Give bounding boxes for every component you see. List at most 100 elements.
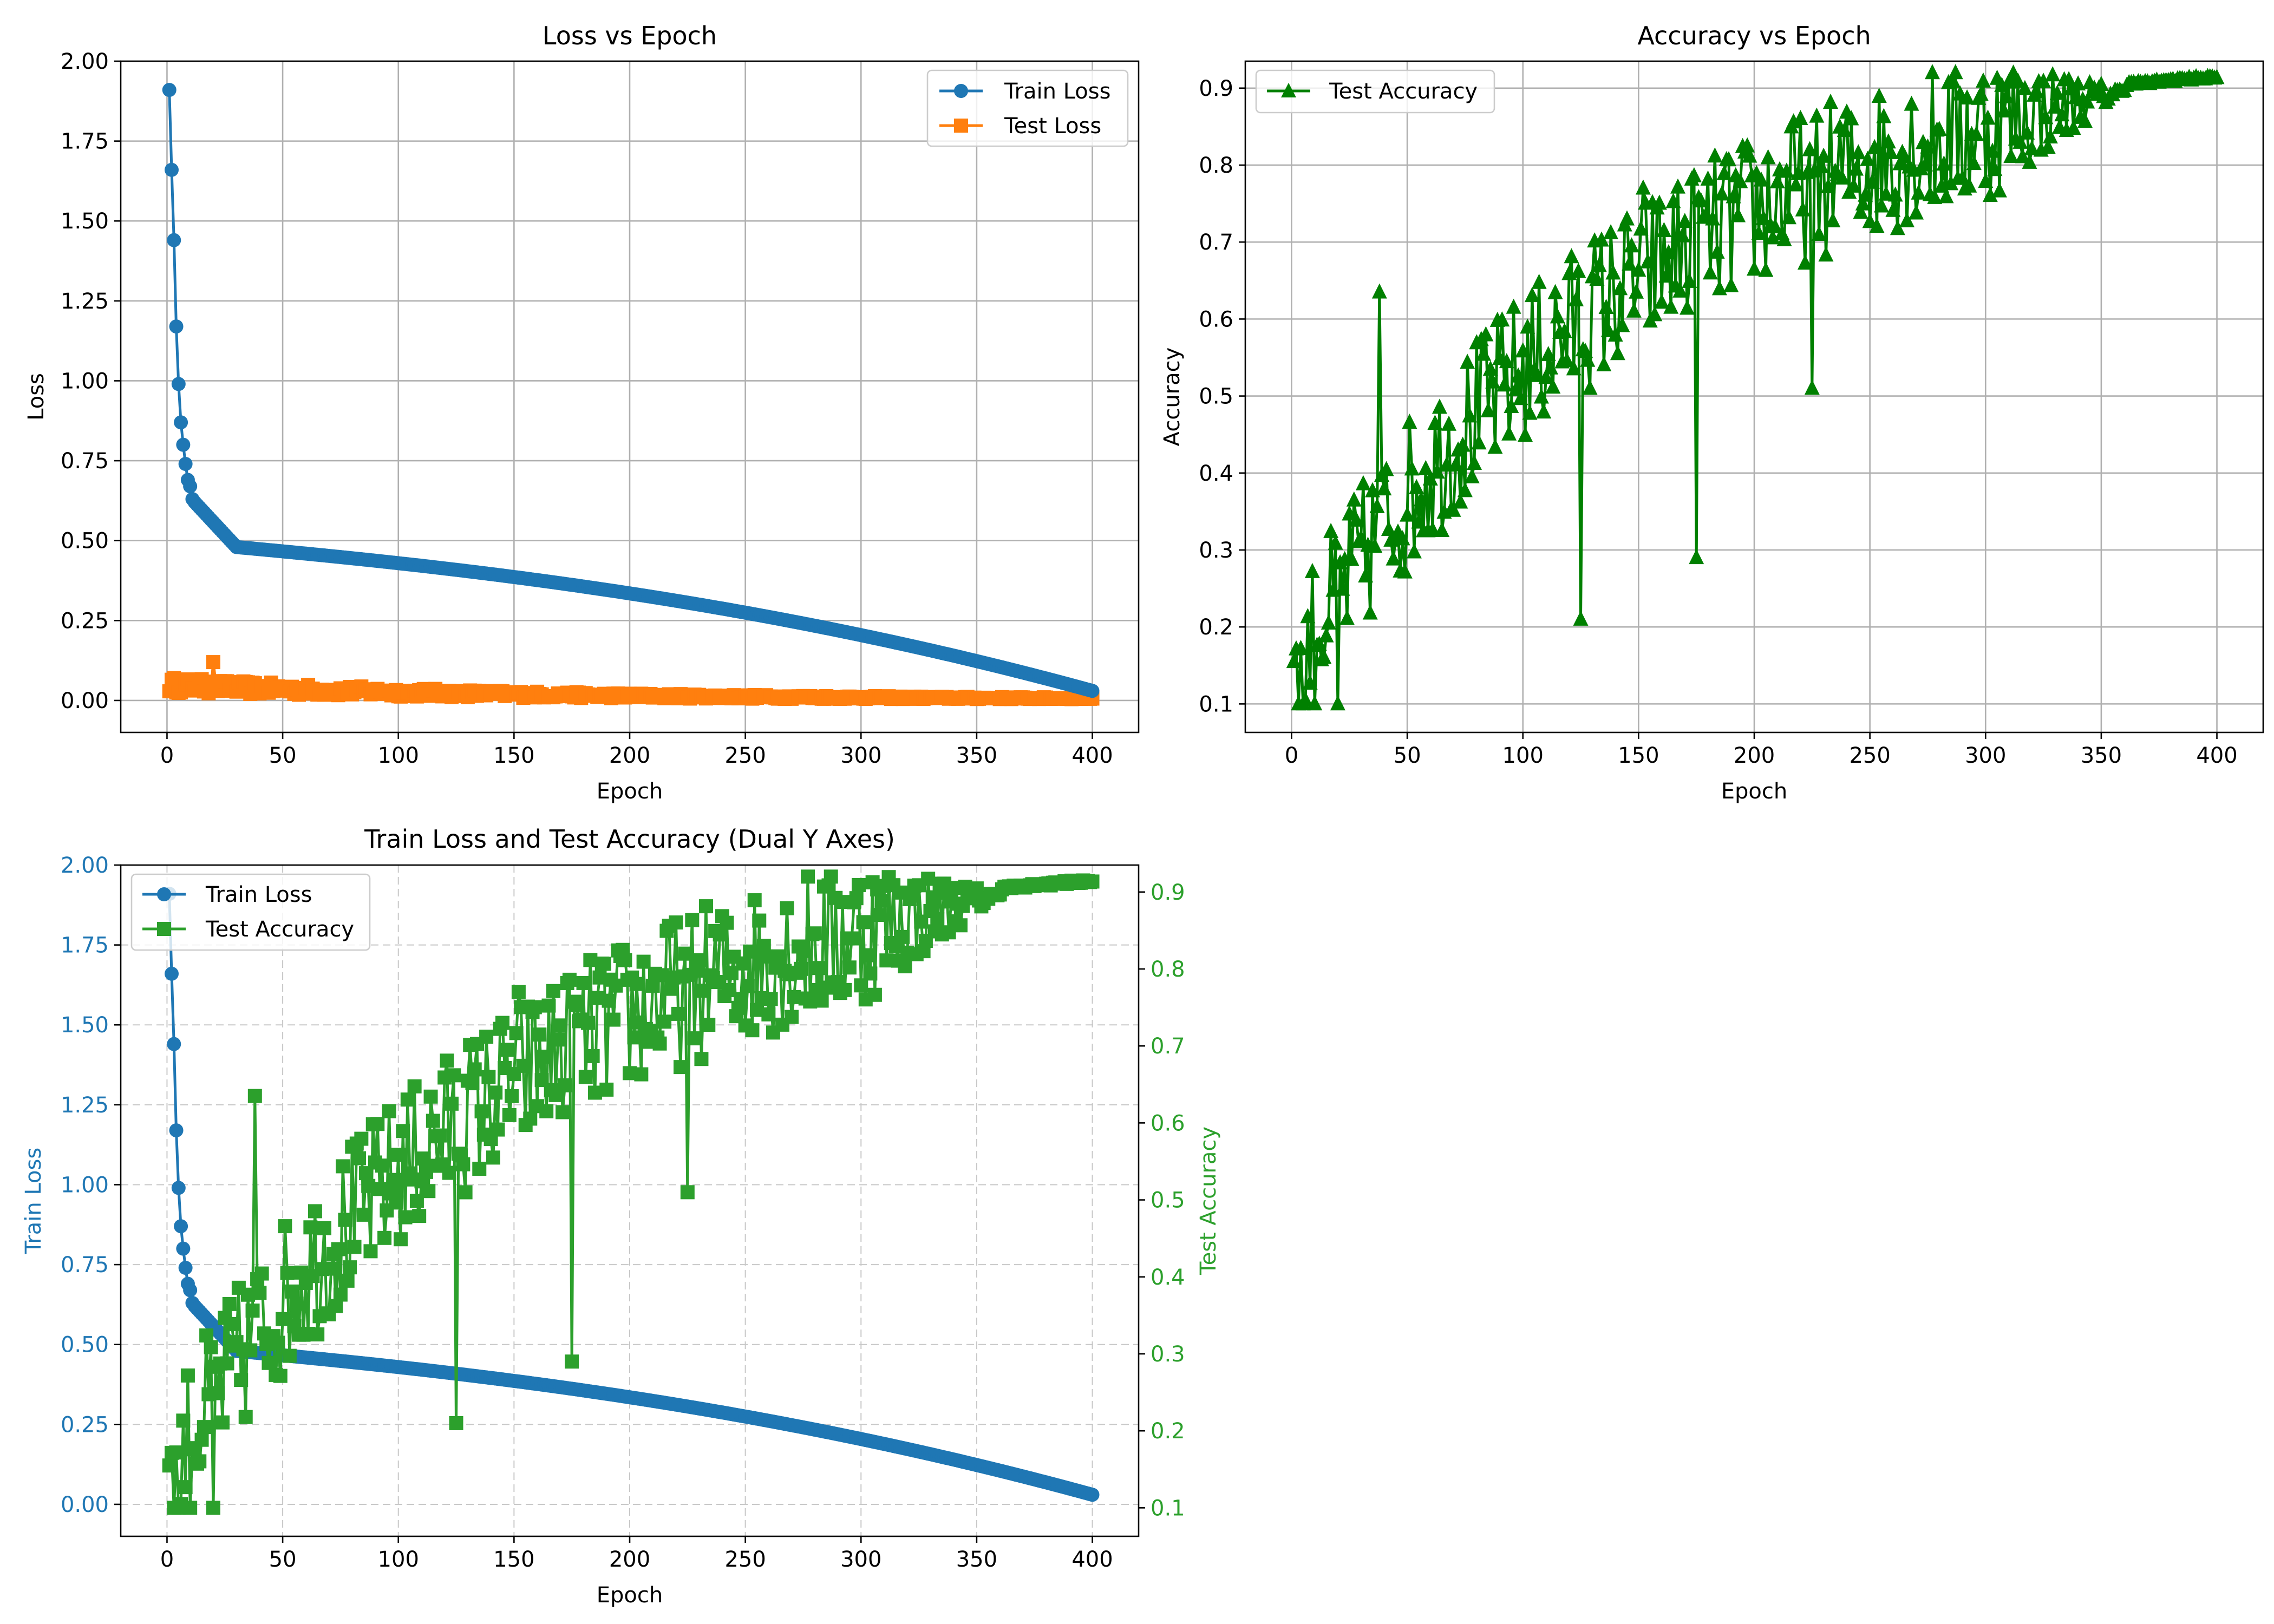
test-accuracy-point	[1624, 237, 1639, 253]
test-accuracy-point	[1598, 298, 1614, 314]
test-accuracy-point	[1619, 210, 1635, 226]
test-accuracy-point	[1367, 538, 1383, 553]
test-accuracy-point	[1846, 177, 1861, 193]
test-accuracy-point	[1346, 491, 1362, 507]
test-accuracy-point	[1740, 137, 1755, 153]
test-accuracy-point	[861, 948, 875, 962]
test-accuracy-point	[1788, 176, 1803, 192]
test-accuracy-point	[532, 1027, 547, 1042]
test-accuracy-point	[1339, 610, 1355, 625]
y-tick-label: 1.25	[61, 1093, 109, 1118]
y-tick-label-right: 0.4	[1151, 1265, 1185, 1290]
y-tick-label: 1.25	[61, 289, 109, 314]
test-accuracy-point	[1677, 213, 1693, 228]
test-accuracy-point	[796, 944, 811, 958]
test-accuracy-point	[1885, 201, 1901, 217]
test-accuracy-point	[1402, 413, 1417, 429]
test-accuracy-point	[440, 1053, 454, 1068]
test-accuracy-point	[458, 1185, 473, 1200]
test-accuracy-point	[953, 918, 968, 933]
test-accuracy-point	[652, 1036, 667, 1051]
y-tick-label: 0.7	[1199, 230, 1233, 255]
test-accuracy-point	[925, 890, 940, 905]
test-accuracy-point	[2010, 73, 2026, 88]
test-accuracy-point	[1378, 461, 1394, 476]
test-accuracy-point	[1918, 156, 1933, 172]
test-accuracy-point	[736, 956, 750, 971]
test-accuracy-point	[310, 1327, 325, 1342]
x-tick-label: 150	[493, 1547, 534, 1572]
test-accuracy-point	[896, 929, 910, 944]
test-accuracy-point	[356, 1207, 371, 1222]
test-accuracy-point	[1844, 110, 1859, 126]
y-tick-label: 0.3	[1199, 538, 1233, 563]
test-accuracy-point	[2209, 69, 2225, 84]
test-accuracy-point	[1455, 436, 1471, 452]
test-accuracy-point	[211, 1386, 225, 1400]
test-accuracy-point	[282, 1348, 297, 1363]
test-accuracy-point	[585, 1049, 600, 1063]
test-accuracy-point	[340, 1273, 355, 1288]
x-tick-label: 250	[724, 1547, 766, 1572]
test-accuracy-point	[1818, 246, 1834, 262]
test-accuracy-point	[692, 953, 707, 967]
legend-test-accuracy-marker	[157, 922, 171, 936]
test-accuracy-point	[169, 1445, 184, 1460]
test-accuracy-point	[602, 993, 616, 1008]
test-accuracy-point	[1670, 178, 1685, 194]
test-accuracy-point	[874, 893, 889, 908]
test-accuracy-point	[562, 972, 577, 987]
test-accuracy-point	[1647, 306, 1663, 322]
test-accuracy-point	[1464, 468, 1480, 483]
test-accuracy-point	[1286, 653, 1302, 669]
test-accuracy-point	[1756, 209, 1772, 225]
test-accuracy-point	[763, 992, 778, 1006]
test-accuracy-point	[1506, 298, 1521, 314]
test-accuracy-point	[1665, 193, 1681, 208]
test-accuracy-point	[1899, 212, 1914, 227]
test-accuracy-point	[391, 1148, 406, 1162]
test-accuracy-point	[1848, 160, 1864, 176]
test-accuracy-point	[308, 1204, 322, 1219]
test-accuracy-point	[720, 915, 734, 930]
test-accuracy-point	[1658, 267, 1674, 283]
test-accuracy-point	[1834, 169, 1850, 185]
test-accuracy-point	[1540, 346, 1556, 362]
test-accuracy-point	[516, 1058, 531, 1073]
test-accuracy-point	[416, 1151, 431, 1166]
test-accuracy-point	[1767, 218, 1783, 233]
test-accuracy-point	[680, 1185, 695, 1200]
test-accuracy-point	[785, 1010, 799, 1024]
test-accuracy-point	[606, 1012, 621, 1027]
test-accuracy-point	[1386, 550, 1401, 566]
test-accuracy-point	[336, 1159, 350, 1174]
test-accuracy-point	[578, 1070, 593, 1084]
test-accuracy-point	[206, 1501, 220, 1515]
test-accuracy-point	[176, 1413, 191, 1428]
test-accuracy-point	[824, 869, 838, 884]
test-accuracy-point	[618, 953, 632, 967]
test-accuracy-point	[1976, 72, 1991, 88]
test-accuracy-point	[238, 1410, 253, 1424]
test-accuracy-point	[1513, 390, 1528, 405]
x-axis: 0 50 100 150 200 250 300 350 400	[160, 732, 1113, 768]
test-accuracy-point	[481, 1070, 496, 1084]
test-accuracy-point	[1980, 109, 1996, 125]
test-accuracy-point	[1656, 222, 1672, 238]
test-accuracy-point	[1825, 212, 1841, 227]
test-accuracy-point	[1998, 88, 2014, 103]
test-accuracy-point	[1809, 107, 1825, 123]
x-tick-label: 350	[956, 743, 997, 768]
test-accuracy-point	[1661, 244, 1676, 259]
x-axis-label: Epoch	[597, 1583, 663, 1608]
x-tick-label: 200	[609, 743, 650, 768]
train-loss-point	[162, 83, 177, 97]
test-accuracy-point	[1869, 218, 1885, 233]
test-accuracy-point	[1582, 379, 1598, 395]
test-accuracy-point	[1427, 415, 1443, 430]
test-accuracy-point	[838, 983, 852, 997]
test-accuracy-point	[701, 1018, 716, 1032]
test-accuracy-point	[1480, 402, 1496, 417]
test-accuracy-point	[541, 998, 556, 1013]
test-accuracy-point	[1955, 169, 1970, 185]
